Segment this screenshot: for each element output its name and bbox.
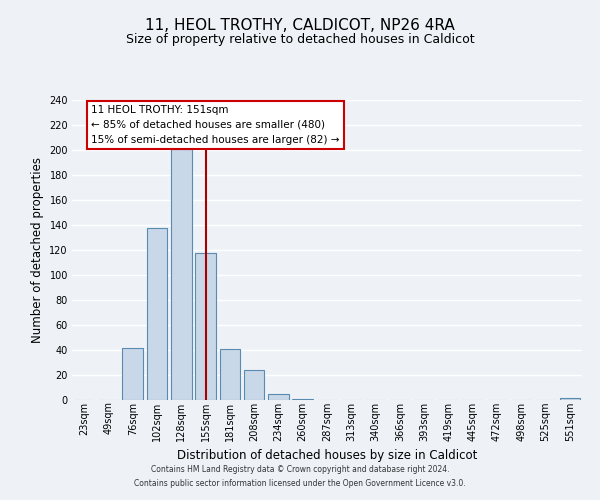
Text: Contains HM Land Registry data © Crown copyright and database right 2024.
Contai: Contains HM Land Registry data © Crown c…	[134, 466, 466, 487]
Bar	[171, 149, 191, 400]
Y-axis label: Number of detached properties: Number of detached properties	[31, 157, 44, 343]
Bar	[146, 228, 167, 400]
X-axis label: Distribution of detached houses by size in Caldicot: Distribution of detached houses by size …	[177, 449, 477, 462]
Text: 11 HEOL TROTHY: 151sqm
← 85% of detached houses are smaller (480)
15% of semi-de: 11 HEOL TROTHY: 151sqm ← 85% of detached…	[91, 105, 340, 144]
Bar	[220, 349, 240, 400]
Text: 11, HEOL TROTHY, CALDICOT, NP26 4RA: 11, HEOL TROTHY, CALDICOT, NP26 4RA	[145, 18, 455, 32]
Bar	[195, 252, 216, 400]
Bar	[560, 398, 580, 400]
Bar	[292, 399, 313, 400]
Bar	[244, 370, 265, 400]
Bar	[268, 394, 289, 400]
Text: Size of property relative to detached houses in Caldicot: Size of property relative to detached ho…	[125, 32, 475, 46]
Bar	[122, 348, 143, 400]
